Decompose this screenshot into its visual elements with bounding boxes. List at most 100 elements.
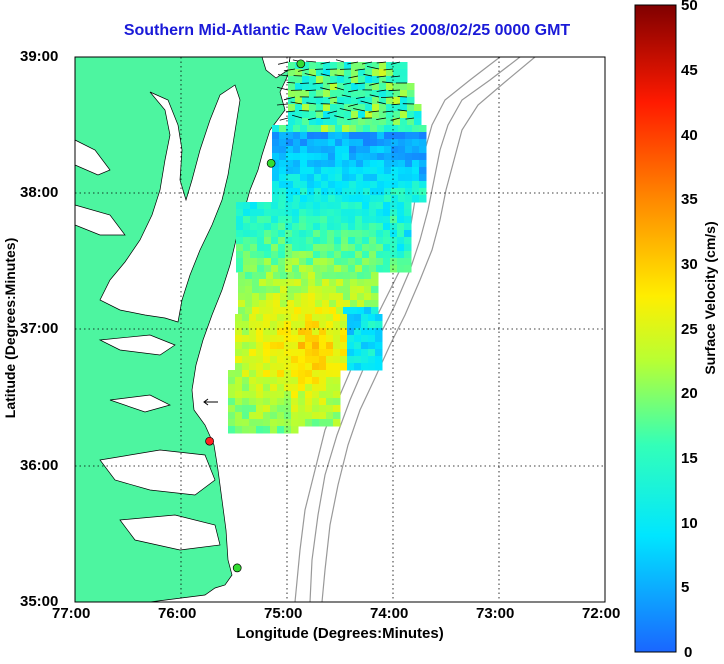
velocity-cell [371,279,379,287]
velocity-cell [329,300,337,308]
velocity-cell [329,286,337,294]
velocity-cell [312,363,320,371]
velocity-cell [336,300,344,308]
velocity-cell [369,244,377,252]
velocity-cell [326,370,334,378]
velocity-cell [333,398,341,406]
velocity-cell [361,321,369,329]
velocity-cell [390,230,398,238]
velocity-cell [277,419,285,427]
velocity-cell [328,146,336,154]
velocity-cell [242,314,250,322]
velocity-cell [293,181,301,189]
velocity-cell [326,314,334,322]
velocity-cell [300,125,308,133]
velocity-cell [336,307,344,315]
velocity-cell [307,160,315,168]
velocity-cell [400,76,408,84]
velocity-cell [243,223,251,231]
velocity-cell [391,153,399,161]
velocity-cell [259,286,267,294]
velocity-cell [284,335,292,343]
velocity-cell [288,118,296,126]
velocity-cell [284,356,292,364]
velocity-cell [315,286,323,294]
velocity-cell [287,293,295,301]
velocity-cell [390,216,398,224]
velocity-cell [321,174,329,182]
velocity-cell [335,146,343,154]
x-tick-label: 73:00 [476,605,514,622]
velocity-cell [368,342,376,350]
velocity-cell [249,321,257,329]
velocity-cell [355,244,363,252]
colorbar-tick: 40 [681,127,698,144]
velocity-cell [348,237,356,245]
velocity-cell [264,258,272,266]
velocity-cell [242,377,250,385]
velocity-cell [270,363,278,371]
velocity-cell [356,188,364,196]
velocity-cell [335,160,343,168]
velocity-cell [384,181,392,189]
velocity-cell [250,258,258,266]
velocity-cell [333,391,341,399]
velocity-cell [249,405,257,413]
velocity-cell [307,188,315,196]
velocity-cell [347,321,355,329]
velocity-cell [252,286,260,294]
velocity-cell [355,230,363,238]
velocity-cell [249,356,257,364]
velocity-cell [363,167,371,175]
velocity-cell [236,237,244,245]
velocity-cell [397,265,405,273]
velocity-cell [249,370,257,378]
velocity-cell [321,188,329,196]
velocity-cell [316,76,324,84]
velocity-cell [319,412,327,420]
velocity-cell [278,230,286,238]
velocity-cell [390,244,398,252]
velocity-cell [308,307,316,315]
velocity-cell [235,356,243,364]
velocity-cell [314,174,322,182]
velocity-cell [263,426,271,434]
velocity-cell [390,223,398,231]
velocity-cell [263,314,271,322]
velocity-cell [357,272,365,280]
velocity-cell [419,153,427,161]
velocity-cell [236,216,244,224]
velocity-cell [235,335,243,343]
velocity-cell [257,244,265,252]
velocity-cell [264,202,272,210]
velocity-cell [386,111,394,119]
velocity-cell [298,398,306,406]
velocity-cell [279,174,287,182]
velocity-cell [419,167,427,175]
velocity-cell [405,146,413,154]
velocity-cell [364,300,372,308]
velocity-cell [316,69,324,77]
velocity-cell [292,202,300,210]
velocity-cell [404,265,412,273]
velocity-cell [288,104,296,112]
velocity-cell [398,125,406,133]
velocity-cell [263,335,271,343]
velocity-cell [298,363,306,371]
velocity-cell [272,139,280,147]
velocity-cell [365,104,373,112]
velocity-cell [375,349,383,357]
velocity-vector [300,83,309,84]
velocity-cell [300,132,308,140]
velocity-cell [419,125,427,133]
velocity-cell [228,419,236,427]
velocity-cell [398,153,406,161]
velocity-cell [305,419,313,427]
velocity-cell [292,216,300,224]
velocity-cell [333,321,341,329]
velocity-cell [316,111,324,119]
velocity-cell [278,251,286,259]
velocity-cell [249,363,257,371]
velocity-cell [292,230,300,238]
velocity-cell [356,153,364,161]
